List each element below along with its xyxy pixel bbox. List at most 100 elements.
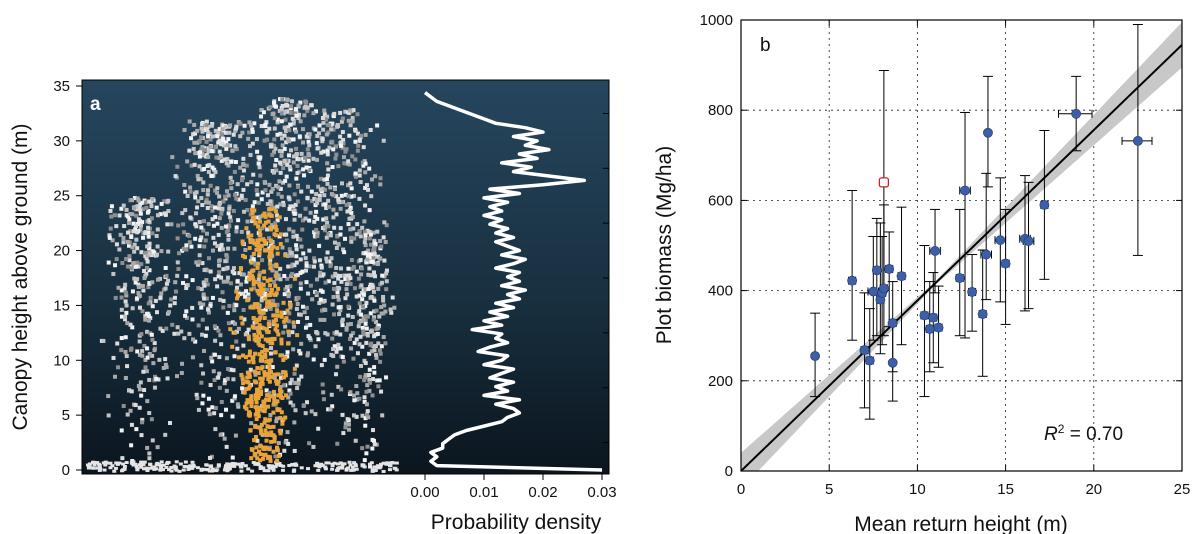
highlighted-tree-point <box>273 350 278 355</box>
highlighted-tree-point <box>266 418 271 423</box>
canopy-point <box>315 201 320 206</box>
highlighted-tree-point <box>258 444 263 449</box>
canopy-point <box>298 119 303 124</box>
canopy-point <box>320 137 325 142</box>
canopy-point <box>342 161 347 166</box>
canopy-point <box>271 150 276 155</box>
canopy-point <box>314 290 319 295</box>
ground-point <box>394 461 399 465</box>
highlighted-tree-point <box>275 446 280 451</box>
canopy-point <box>363 361 368 366</box>
canopy-point <box>211 223 216 228</box>
canopy-point <box>280 143 285 148</box>
canopy-point <box>283 128 288 133</box>
ground-point <box>335 468 340 472</box>
canopy-point <box>192 140 197 145</box>
canopy-point <box>346 222 351 227</box>
highlighted-tree-point <box>264 359 269 364</box>
canopy-point <box>201 188 206 193</box>
canopy-point <box>267 182 272 187</box>
highlighted-tree-point <box>256 326 261 331</box>
canopy-point <box>199 126 204 131</box>
canopy-point <box>129 389 134 394</box>
canopy-point <box>228 215 233 220</box>
canopy-point <box>183 313 188 318</box>
canopy-point <box>183 208 188 213</box>
canopy-point <box>150 353 155 358</box>
canopy-point <box>285 284 290 289</box>
highlighted-tree-point <box>270 302 275 307</box>
canopy-point <box>323 331 328 336</box>
canopy-point <box>204 197 209 202</box>
canopy-point <box>212 352 217 357</box>
canopy-point <box>347 208 352 213</box>
canopy-point <box>353 171 358 176</box>
ground-point <box>161 463 166 467</box>
highlighted-tree-point <box>251 251 256 256</box>
canopy-point <box>234 329 239 334</box>
canopy-point <box>296 116 301 121</box>
canopy-point <box>241 162 246 167</box>
canopy-point <box>227 224 232 229</box>
canopy-point <box>130 245 135 250</box>
canopy-point <box>309 409 314 414</box>
canopy-point <box>350 116 355 121</box>
canopy-point <box>320 382 325 387</box>
highlighted-tree-point <box>257 251 262 256</box>
canopy-point <box>357 320 362 325</box>
canopy-point <box>202 283 207 288</box>
canopy-point <box>240 386 245 391</box>
canopy-point <box>280 103 285 108</box>
canopy-point <box>294 297 299 302</box>
panel-b-y-axis-title: Plot biomass (Mg/ha) <box>653 146 676 344</box>
canopy-point <box>313 412 318 417</box>
ground-point <box>232 464 237 468</box>
highlighted-tree-point <box>243 255 248 260</box>
canopy-point <box>306 351 311 356</box>
canopy-point <box>373 242 378 247</box>
highlighted-tree-point <box>262 420 267 425</box>
canopy-point <box>315 277 320 282</box>
ground-point <box>360 463 365 467</box>
highlighted-tree-point <box>281 357 286 362</box>
ground-point <box>133 462 138 466</box>
canopy-point <box>143 273 148 278</box>
canopy-point <box>365 383 370 388</box>
canopy-point <box>121 240 126 245</box>
canopy-point <box>314 209 319 214</box>
canopy-point <box>112 374 117 379</box>
canopy-point <box>331 346 336 351</box>
canopy-point <box>172 295 177 300</box>
canopy-point <box>224 444 229 449</box>
canopy-point <box>199 225 204 230</box>
canopy-point <box>200 401 205 406</box>
canopy-point <box>136 282 141 287</box>
canopy-point <box>325 259 330 264</box>
canopy-point <box>242 317 247 322</box>
canopy-point <box>231 132 236 137</box>
canopy-point <box>235 346 240 351</box>
ground-point <box>394 468 399 472</box>
canopy-point <box>274 183 279 188</box>
canopy-point <box>371 317 376 322</box>
ground-point <box>206 468 211 472</box>
canopy-point <box>384 279 389 284</box>
canopy-point <box>238 121 243 126</box>
ground-point <box>225 462 230 466</box>
canopy-point <box>298 286 303 291</box>
canopy-point <box>365 333 370 338</box>
canopy-point <box>352 236 357 241</box>
ground-point <box>316 468 321 472</box>
highlighted-tree-point <box>234 289 239 294</box>
highlighted-tree-point <box>256 224 261 229</box>
ground-point <box>273 465 278 469</box>
highlighted-tree-point <box>251 360 256 365</box>
canopy-point <box>217 194 222 199</box>
canopy-point <box>317 258 322 263</box>
canopy-point <box>315 230 320 235</box>
canopy-point <box>349 258 354 263</box>
canopy-point <box>270 268 275 273</box>
canopy-point <box>219 242 224 247</box>
canopy-point <box>367 208 372 213</box>
canopy-point <box>261 110 266 115</box>
